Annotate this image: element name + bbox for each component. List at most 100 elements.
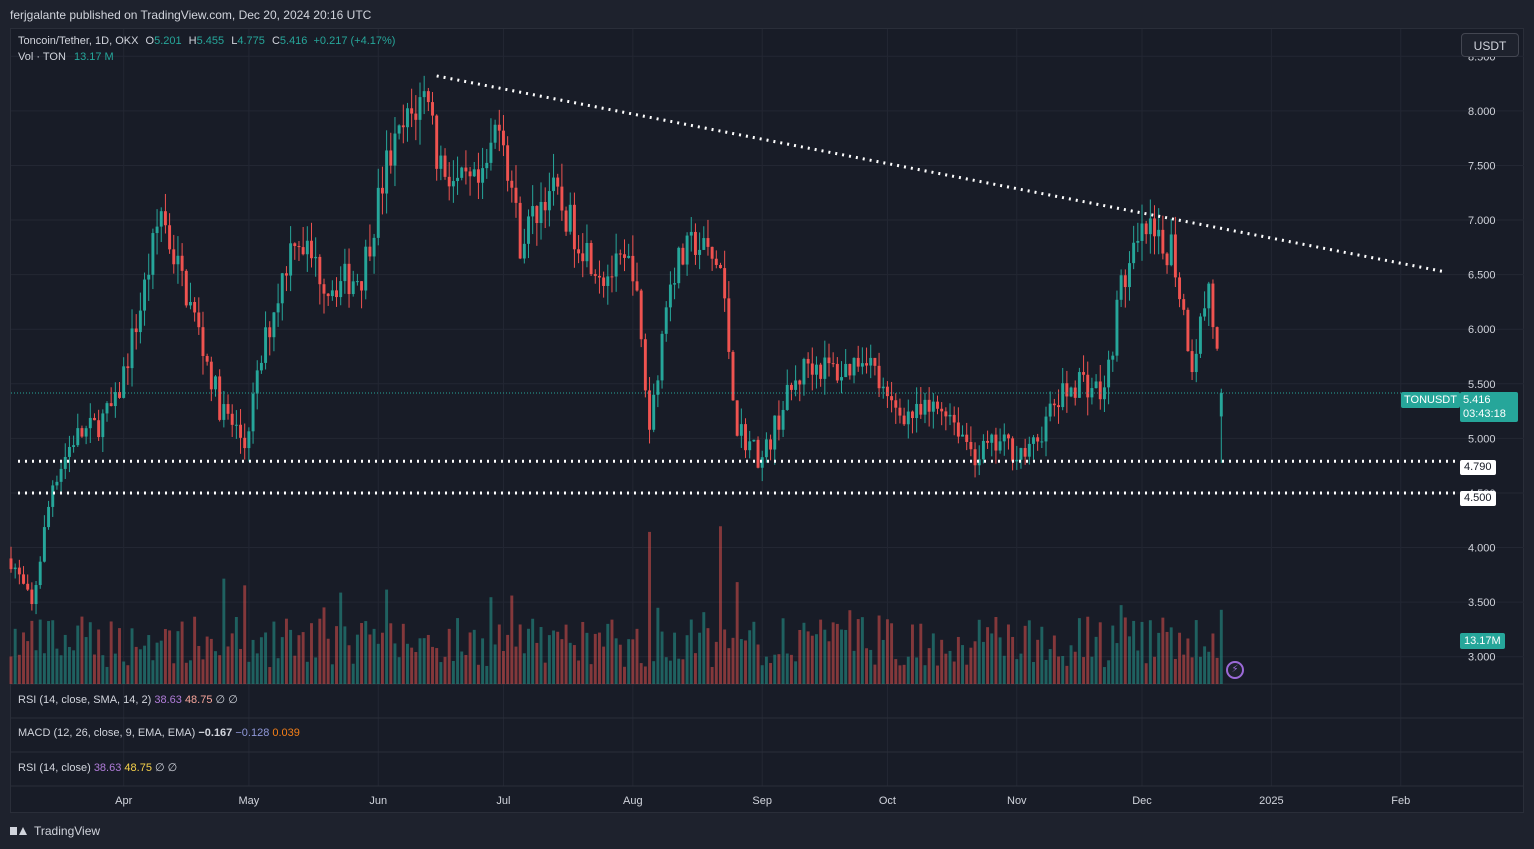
candle-body [965,434,969,442]
volume-bar [1161,617,1165,684]
volume-bar [301,632,305,684]
volume-bar [1036,639,1040,684]
candle-body [798,380,802,385]
rsi-legend-2[interactable]: RSI (14, close) 38.63 48.75 ∅ ∅ [18,761,177,774]
volume-bar [276,658,280,684]
volume-bar [1132,620,1136,684]
candle-body [451,181,455,187]
lightning-icon[interactable]: ⚡ [1226,661,1244,679]
rsi-legend-1[interactable]: RSI (14, close, SMA, 14, 2) 38.63 48.75 … [18,693,238,706]
candle-body [606,276,610,286]
volume-bar [952,661,956,684]
volume-bar [1128,636,1131,684]
candle-body [998,441,1002,451]
volume-bar [1107,660,1111,684]
candle-body [948,414,952,417]
volume-bar [648,531,651,684]
candle-body [372,237,376,257]
volume-bar [59,655,63,684]
volume-bar [773,654,777,684]
macd-label: MACD (12, 26, close, 9, EMA, EMA) [18,727,196,739]
volume-bar [527,628,530,684]
macd-legend[interactable]: MACD (12, 26, close, 9, EMA, EMA) −0.167… [18,727,300,739]
candle-body [1115,299,1119,356]
volume-bar [264,632,268,684]
volume-bar [719,526,722,684]
candle-body [677,247,681,284]
candle-body [802,358,806,385]
candle-body [335,290,338,298]
candle-body [614,253,618,277]
volume-bar [17,654,21,684]
volume-bar [339,592,343,684]
legend-open-label: O [145,35,155,47]
y-tick-label: 3.500 [1468,597,1496,609]
candle-body [101,413,105,438]
volume-bar [1011,636,1015,684]
volume-bar [564,624,568,684]
candle-body [581,253,585,262]
volume-bar [844,629,848,684]
footer-brand[interactable]: TradingView [10,822,100,840]
volume-bar [1102,667,1106,684]
volume-bar [522,653,526,684]
volume-bar [34,650,38,684]
volume-bar [1019,653,1023,684]
candle-body [652,394,656,430]
y-tick-label: 7.000 [1468,215,1496,227]
volume-bar [151,660,155,684]
volume-bar [72,650,76,684]
candle-body [339,281,343,298]
volume-bar [681,659,685,684]
volume-bar [1044,659,1048,684]
rsi2-value: 38.63 [93,762,122,774]
currency-button[interactable]: USDT [1461,33,1519,57]
candle-body [422,91,426,98]
volume-bar [994,616,998,684]
volume-bar [109,621,113,684]
y-tick-label: 6.500 [1468,270,1496,282]
candle-body [1061,383,1065,408]
volume-bar [568,642,572,684]
candle-body [902,415,906,425]
volume-bar [1178,632,1182,684]
volume-bar [572,645,576,684]
candle-body [13,567,17,570]
candle-body [1148,218,1152,235]
candle-body [272,312,276,338]
candle-body [1132,242,1136,264]
volume-bar [710,666,714,684]
candle-body [693,231,697,255]
candle-body [113,392,117,407]
volume-bar [877,615,881,684]
volume-bar [147,635,151,684]
volume-bar [360,623,364,684]
volume-bar [176,631,180,684]
candle-body [1023,448,1027,457]
candle-body [9,558,13,570]
candle-body [522,243,526,259]
volume-bar [51,620,55,684]
candle-body [168,225,172,250]
candle-body [301,247,305,255]
candle-body [689,231,693,236]
volume-bar [468,632,472,684]
volume-bar [936,665,939,684]
candle-body [986,440,990,443]
volume-bar [239,648,242,684]
candle-body [752,439,756,442]
candle-body [284,273,288,276]
volume-bar [643,666,647,684]
volume-bar [1165,631,1169,684]
volume-bar [105,666,109,684]
candle-body [1198,316,1202,354]
last-price: 5.416 [1463,394,1491,406]
volume-bar [22,632,25,684]
candle-body [347,263,351,295]
volume-bar [126,665,130,684]
volume-bar [915,657,919,684]
volume-bar [426,634,430,684]
volume-bar [30,620,34,684]
candle-body [134,328,138,333]
